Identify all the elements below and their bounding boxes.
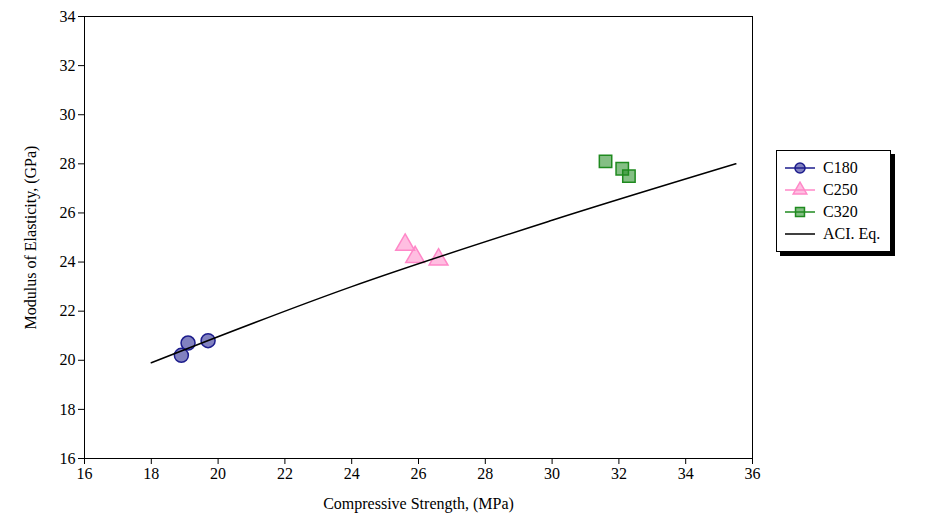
svg-text:30: 30 [60, 106, 76, 123]
svg-text:16: 16 [60, 450, 76, 467]
html-text:C180: C180 [823, 159, 858, 176]
svg-text:32: 32 [611, 465, 627, 482]
svg-text:18: 18 [143, 465, 159, 482]
svg-text:28: 28 [60, 155, 76, 172]
svg-text:26: 26 [411, 465, 427, 482]
svg-text:16: 16 [77, 465, 93, 482]
html-text:C320: C320 [823, 203, 858, 220]
svg-text:Modulus of Elasticity, (GPa): Modulus of Elasticity, (GPa) [22, 146, 40, 330]
svg-text:22: 22 [60, 302, 76, 319]
svg-text:24: 24 [344, 465, 360, 482]
svg-text:20: 20 [210, 465, 226, 482]
svg-text:36: 36 [745, 465, 761, 482]
svg-text:34: 34 [678, 465, 694, 482]
svg-text:Compressive Strength, (MPa): Compressive Strength, (MPa) [323, 495, 514, 513]
svg-text:28: 28 [477, 465, 493, 482]
svg-text:22: 22 [277, 465, 293, 482]
svg-text:32: 32 [60, 57, 76, 74]
html-text:C250: C250 [823, 181, 858, 198]
svg-text:30: 30 [544, 465, 560, 482]
svg-text:34: 34 [60, 8, 76, 25]
svg-text:24: 24 [60, 253, 76, 270]
svg-text:20: 20 [60, 351, 76, 368]
html-text:ACI. Eq.: ACI. Eq. [823, 225, 881, 242]
svg-text:18: 18 [60, 401, 76, 418]
svg-text:26: 26 [60, 204, 76, 221]
